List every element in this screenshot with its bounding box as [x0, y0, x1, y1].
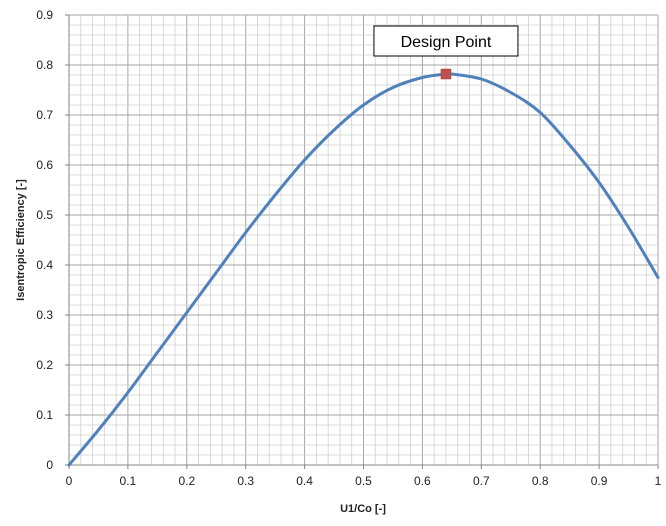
grid: [68, 14, 659, 466]
x-tick-label: 0.9: [591, 474, 608, 488]
x-tick-label: 0.1: [120, 474, 137, 488]
x-tick-label: 1: [655, 474, 662, 488]
y-tick-label: 0.5: [36, 208, 53, 222]
y-tick-label: 0: [46, 458, 53, 472]
x-tick-label: 0.6: [414, 474, 431, 488]
annotation-box: [373, 25, 519, 57]
y-tick-label: 0.4: [36, 258, 53, 272]
y-tick-label: 0.3: [36, 308, 53, 322]
x-axis-title: U1/Co [-]: [340, 503, 386, 515]
x-tick-label: 0.4: [296, 474, 313, 488]
x-tick-label: 0.7: [473, 474, 490, 488]
y-axis-title: Isentropic Efficiency [-]: [15, 179, 27, 301]
x-tick-label: 0.8: [532, 474, 549, 488]
x-tick-label: 0: [66, 474, 73, 488]
series: [67, 71, 660, 467]
x-tick-label: 0.2: [178, 474, 195, 488]
x-tick-label: 0.3: [237, 474, 254, 488]
design-point-marker: [440, 68, 452, 80]
y-tick-label: 0.2: [36, 358, 53, 372]
annotation-label: Design Point: [401, 34, 492, 51]
y-tick-label: 0.7: [36, 108, 53, 122]
y-tick-label: 0.9: [36, 8, 53, 22]
y-tick-label: 0.6: [36, 158, 53, 172]
x-tick-label: 0.5: [355, 474, 372, 488]
axes: 0 0.1 0.2 0.3 0.4 0.5 0.6 0.7 0.8 0.9 1 0 0.1 0.2 0.3 0…: [36, 8, 661, 488]
y-tick-label: 0.8: [36, 58, 53, 72]
series-line: [67, 71, 660, 467]
annotations: Design Point: [373, 25, 519, 80]
y-tick-label: 0.1: [36, 408, 53, 422]
